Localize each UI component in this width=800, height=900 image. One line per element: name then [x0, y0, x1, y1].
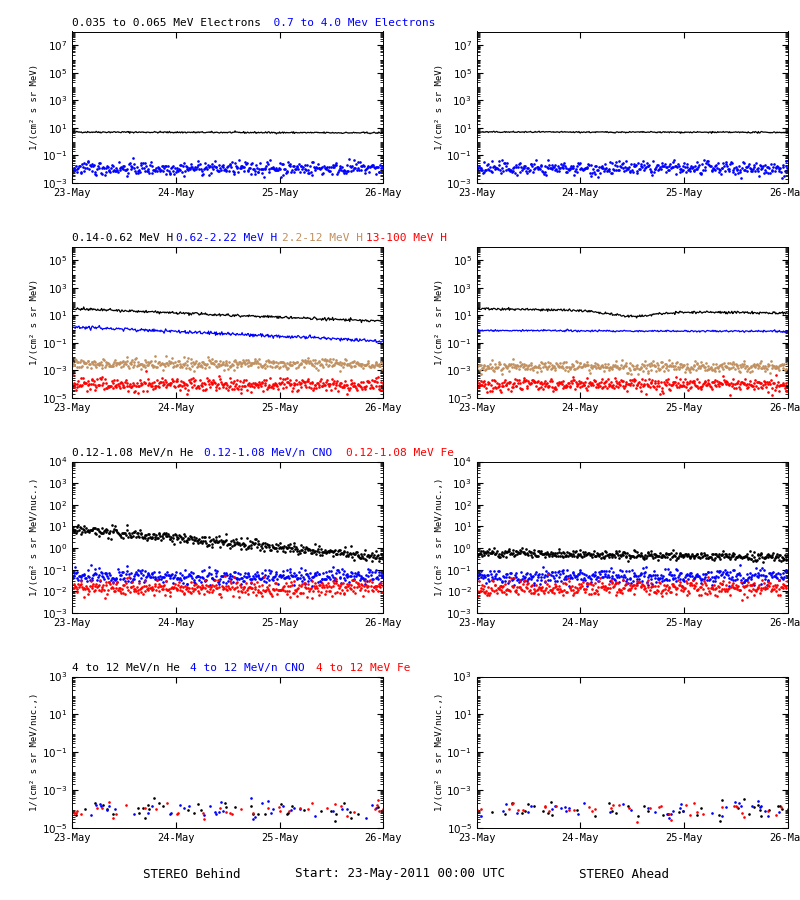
- Text: 0.035 to 0.065 MeV Electrons: 0.035 to 0.065 MeV Electrons: [72, 18, 261, 28]
- Text: 4 to 12 MeV Fe: 4 to 12 MeV Fe: [316, 663, 410, 673]
- Y-axis label: 1/(cm² s sr MeV): 1/(cm² s sr MeV): [434, 64, 444, 150]
- Y-axis label: 1/(cm² s sr MeV): 1/(cm² s sr MeV): [30, 64, 39, 150]
- Y-axis label: 1/(cm² s sr MeV): 1/(cm² s sr MeV): [30, 279, 39, 365]
- Text: 0.12-1.08 MeV/n He: 0.12-1.08 MeV/n He: [72, 448, 194, 458]
- Text: 4 to 12 MeV/n He: 4 to 12 MeV/n He: [72, 663, 180, 673]
- Text: 2.2-12 MeV H: 2.2-12 MeV H: [282, 233, 363, 243]
- Text: 0.7 to 4.0 Mev Electrons: 0.7 to 4.0 Mev Electrons: [260, 18, 435, 28]
- Text: 0.14-0.62 MeV H: 0.14-0.62 MeV H: [72, 233, 174, 243]
- Text: STEREO Behind: STEREO Behind: [143, 868, 241, 880]
- Y-axis label: 1/(cm² s sr MeV/nuc.,): 1/(cm² s sr MeV/nuc.,): [434, 478, 444, 597]
- Text: 0.12-1.08 MeV Fe: 0.12-1.08 MeV Fe: [346, 448, 454, 458]
- Text: 0.62-2.22 MeV H: 0.62-2.22 MeV H: [176, 233, 278, 243]
- Y-axis label: 1/(cm² s sr MeV/nuc.,): 1/(cm² s sr MeV/nuc.,): [30, 693, 39, 812]
- Y-axis label: 1/(cm² s sr MeV/nuc.,): 1/(cm² s sr MeV/nuc.,): [434, 693, 444, 812]
- Y-axis label: 1/(cm² s sr MeV/nuc.,): 1/(cm² s sr MeV/nuc.,): [30, 478, 39, 597]
- Text: STEREO Ahead: STEREO Ahead: [579, 868, 669, 880]
- Text: 0.12-1.08 MeV/n CNO: 0.12-1.08 MeV/n CNO: [204, 448, 332, 458]
- Text: 13-100 MeV H: 13-100 MeV H: [366, 233, 447, 243]
- Text: Start: 23-May-2011 00:00 UTC: Start: 23-May-2011 00:00 UTC: [295, 868, 505, 880]
- Y-axis label: 1/(cm² s sr MeV): 1/(cm² s sr MeV): [434, 279, 444, 365]
- Text: 4 to 12 MeV/n CNO: 4 to 12 MeV/n CNO: [190, 663, 305, 673]
